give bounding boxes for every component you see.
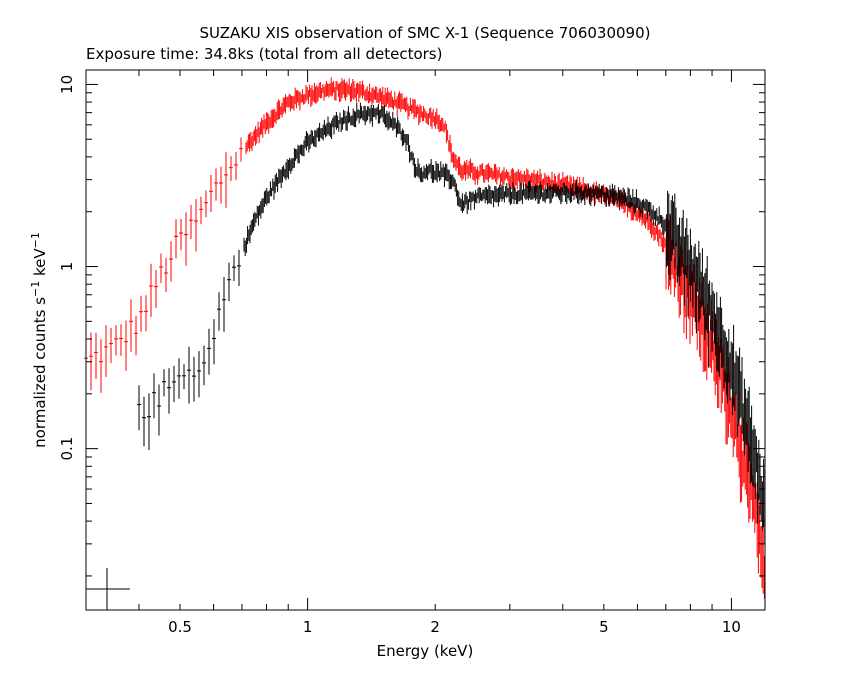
y-axis-label-main: normalized counts s [31, 297, 49, 448]
chart-title: SUZAKU XIS observation of SMC X-1 (Seque… [200, 24, 651, 42]
plot-frame [85, 69, 766, 611]
x-tick-label: 1 [303, 618, 313, 636]
y-tick-label: 0.1 [58, 437, 76, 461]
y-axis-label-exp1: −1 [29, 281, 42, 297]
series-1 [137, 102, 766, 544]
y-tick-label: 1 [58, 262, 76, 272]
x-tick-label: 10 [722, 618, 741, 636]
series-layer [84, 77, 766, 599]
x-tick-label: 5 [599, 618, 609, 636]
x-axis-ticks: 0.5 1 2 5 10 [85, 70, 741, 636]
chart-subtitle: Exposure time: 34.8ks (total from all de… [86, 45, 442, 63]
y-axis-label: normalized counts s−1 keV−1 [29, 232, 49, 448]
x-tick-label: 2 [430, 618, 440, 636]
x-axis-label: Energy (keV) [377, 642, 474, 660]
x-tick-label: 0.5 [168, 618, 192, 636]
error-scale-marker [86, 568, 130, 610]
series-0 [84, 77, 765, 599]
y-axis-label-exp2: −1 [29, 232, 42, 248]
y-axis-ticks: 0.1 1 10 [58, 75, 765, 577]
y-tick-label: 10 [58, 75, 76, 94]
y-axis-label-unit: keV [31, 248, 49, 281]
